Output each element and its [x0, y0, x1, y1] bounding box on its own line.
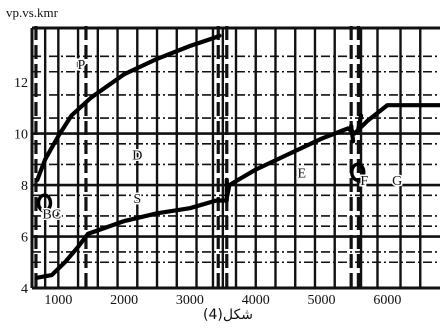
series-point-p	[56, 134, 60, 138]
series-point-p	[188, 44, 192, 48]
annotation-label: G	[392, 174, 402, 189]
series-point-s	[155, 211, 159, 215]
series-line-p	[35, 33, 222, 182]
series-segment-f-jump	[356, 113, 364, 131]
series-point-p	[155, 57, 159, 61]
series-point-s	[188, 206, 192, 210]
series-point-p	[217, 34, 222, 38]
series-point-p	[122, 72, 126, 76]
series-point-e	[319, 137, 324, 141]
series-point-p	[69, 113, 74, 118]
x-tick-label: 1000	[44, 293, 72, 308]
series-point-e	[346, 126, 350, 130]
series-point-e	[254, 167, 258, 172]
chart-title: vp.vs.kmr	[6, 5, 59, 20]
series-line-s	[35, 198, 229, 280]
series-point-e	[287, 152, 291, 156]
annotation-label: E	[298, 166, 307, 181]
series-point-e	[385, 103, 389, 107]
series-point-p	[89, 95, 93, 100]
x-tick-label: 6000	[373, 293, 401, 308]
series-point-s	[35, 276, 39, 280]
series-point-e	[366, 119, 370, 123]
y-tick-label: 12	[14, 76, 28, 91]
series-line-e	[224, 103, 440, 200]
low-velocity-cluster	[36, 193, 53, 213]
annotation-layer: P S D E F G BC	[41, 57, 404, 224]
series-point-e	[339, 129, 343, 133]
x-tick-label: 4000	[242, 293, 270, 308]
series-segment-e-drop	[349, 123, 356, 144]
annotation-label: S	[133, 192, 141, 207]
annotation-label: F	[360, 174, 368, 189]
series-point-s	[76, 245, 80, 249]
series-point-p	[35, 178, 39, 182]
x-tick-label: 3000	[176, 293, 204, 308]
y-tick-label: 8	[21, 179, 28, 194]
grid-layer	[30, 26, 440, 290]
figure-caption: شكل(4)	[203, 307, 253, 323]
y-tick-label: 10	[14, 128, 28, 143]
x-tick-label: 2000	[110, 293, 138, 308]
y-tick-label: 4	[21, 282, 28, 297]
series-point-s	[63, 260, 67, 264]
series-point-p	[43, 157, 47, 161]
series-point-s	[50, 273, 54, 277]
series-point-e	[418, 103, 422, 107]
series-point-s	[86, 232, 90, 236]
series-point-p	[211, 36, 215, 40]
series-point-s	[122, 219, 126, 223]
tick-layer: 4 6 8 10 12 1000 2000 3000 4000 5000 6000	[13, 75, 403, 310]
annotation-label: P	[77, 58, 85, 73]
annotation-label: D	[132, 148, 142, 163]
x-tick-label: 5000	[308, 293, 336, 308]
y-tick-label: 6	[21, 231, 28, 246]
series-layer	[35, 33, 440, 280]
series-point-s	[214, 198, 218, 203]
f-zone-mark	[350, 162, 366, 182]
annotation-label: BC	[42, 207, 61, 222]
